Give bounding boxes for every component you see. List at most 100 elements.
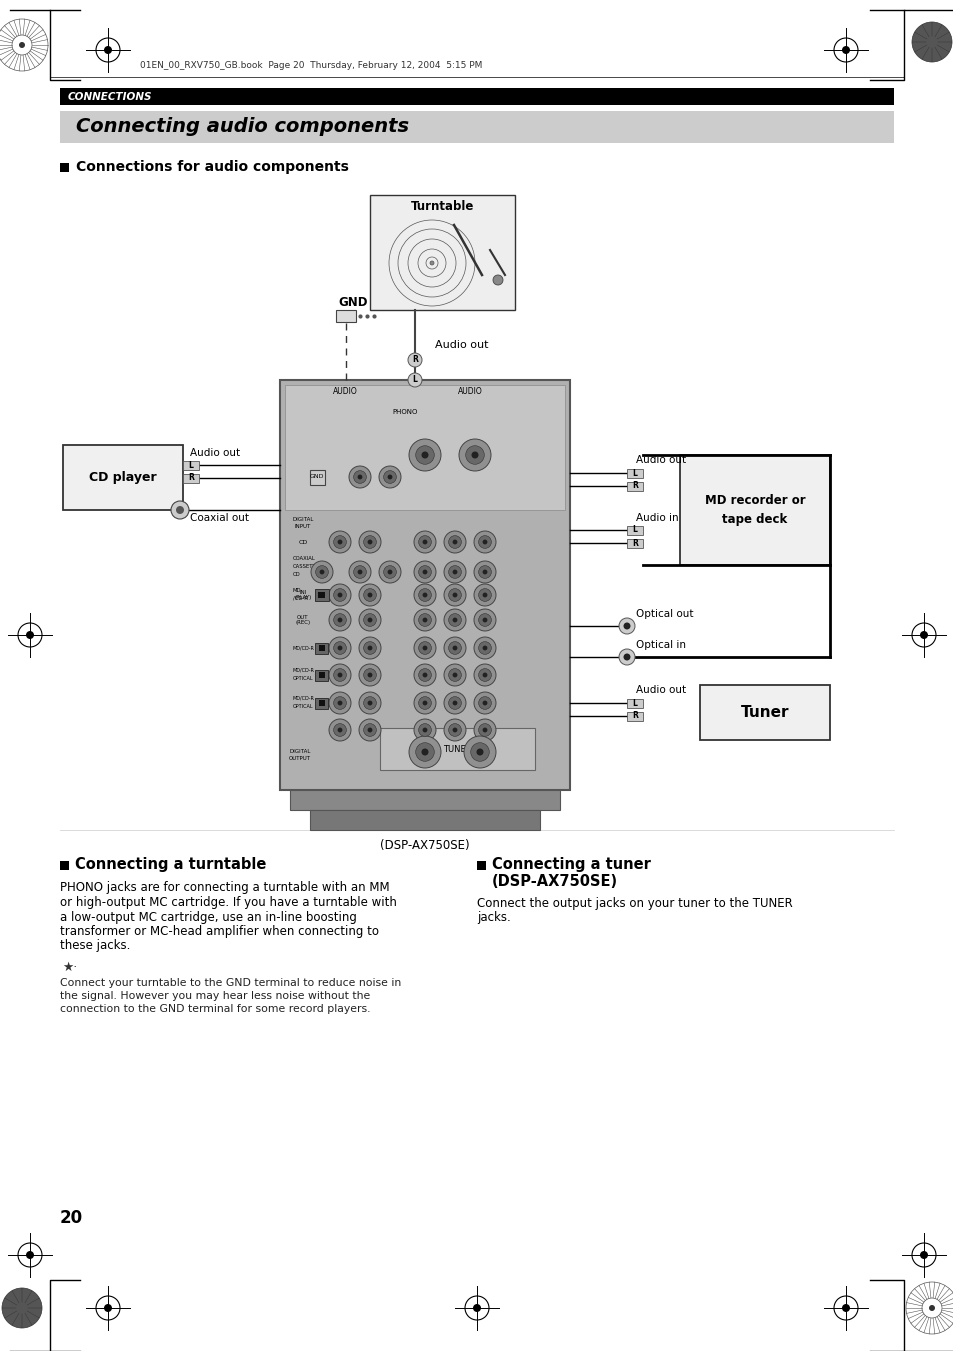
Bar <box>60 88 893 105</box>
Text: Audio out: Audio out <box>190 449 240 458</box>
Bar <box>379 728 535 770</box>
Text: COAXIAL: COAXIAL <box>293 555 315 561</box>
Circle shape <box>422 539 427 544</box>
Circle shape <box>928 1305 934 1310</box>
Text: CONNECTIONS: CONNECTIONS <box>68 92 152 101</box>
Circle shape <box>474 638 496 659</box>
Circle shape <box>334 724 346 736</box>
Circle shape <box>337 673 342 677</box>
Bar <box>476 861 485 870</box>
Text: Optical out: Optical out <box>636 609 693 619</box>
Circle shape <box>448 642 461 654</box>
Bar <box>626 698 642 708</box>
Circle shape <box>482 539 487 544</box>
Bar <box>626 469 642 477</box>
Circle shape <box>414 609 436 631</box>
Circle shape <box>408 373 421 386</box>
Circle shape <box>473 1304 480 1312</box>
Circle shape <box>337 728 342 732</box>
Circle shape <box>470 743 489 761</box>
Circle shape <box>418 669 431 681</box>
Circle shape <box>474 584 496 607</box>
Circle shape <box>358 663 380 686</box>
Circle shape <box>354 470 366 484</box>
Circle shape <box>422 593 427 597</box>
Circle shape <box>452 539 456 544</box>
Text: Connections for audio components: Connections for audio components <box>76 159 349 174</box>
Text: MD/CD-R: MD/CD-R <box>293 696 314 701</box>
Bar <box>310 811 539 830</box>
Circle shape <box>919 631 927 639</box>
Circle shape <box>329 609 351 631</box>
Circle shape <box>354 566 366 578</box>
Circle shape <box>471 451 478 458</box>
Text: MD recorder or
tape deck: MD recorder or tape deck <box>704 494 804 526</box>
Circle shape <box>474 719 496 740</box>
Circle shape <box>363 613 376 627</box>
Circle shape <box>334 535 346 549</box>
Text: (DSP-AX750SE): (DSP-AX750SE) <box>380 839 469 851</box>
Bar <box>700 685 829 740</box>
Circle shape <box>329 584 351 607</box>
Circle shape <box>841 1304 849 1312</box>
Text: OUT
(REC): OUT (REC) <box>295 615 311 626</box>
Circle shape <box>623 654 630 661</box>
Circle shape <box>315 566 328 578</box>
Circle shape <box>452 593 456 597</box>
Circle shape <box>358 719 380 740</box>
Circle shape <box>383 566 395 578</box>
Circle shape <box>463 736 496 767</box>
Circle shape <box>319 570 324 574</box>
Bar <box>60 861 69 870</box>
Circle shape <box>337 701 342 705</box>
Bar <box>60 163 69 172</box>
Circle shape <box>334 613 346 627</box>
Text: L: L <box>412 376 417 385</box>
Bar <box>318 592 325 598</box>
Text: these jacks.: these jacks. <box>60 939 131 952</box>
Circle shape <box>104 1304 112 1312</box>
Circle shape <box>421 451 428 458</box>
Text: Optical in: Optical in <box>636 640 685 650</box>
Circle shape <box>358 531 380 553</box>
Circle shape <box>452 673 456 677</box>
Text: the signal. However you may hear less noise without the: the signal. However you may hear less no… <box>60 992 370 1001</box>
Circle shape <box>448 535 461 549</box>
Circle shape <box>841 46 849 54</box>
Circle shape <box>349 561 371 584</box>
Bar <box>310 470 325 485</box>
Circle shape <box>378 466 400 488</box>
Text: Audio in: Audio in <box>636 513 678 523</box>
Circle shape <box>334 589 346 601</box>
Circle shape <box>422 570 427 574</box>
Circle shape <box>414 638 436 659</box>
Text: Connect your turntable to the GND terminal to reduce noise in: Connect your turntable to the GND termin… <box>60 978 401 988</box>
Bar <box>183 473 199 482</box>
Circle shape <box>482 728 487 732</box>
Text: transformer or MC-head amplifier when connecting to: transformer or MC-head amplifier when co… <box>60 925 378 938</box>
Circle shape <box>618 617 635 634</box>
Circle shape <box>418 697 431 709</box>
Circle shape <box>367 701 372 705</box>
Circle shape <box>363 535 376 549</box>
Text: Connect the output jacks on your tuner to the TUNER: Connect the output jacks on your tuner t… <box>476 897 792 909</box>
Bar <box>315 670 328 681</box>
Text: R: R <box>632 481 638 490</box>
Circle shape <box>474 561 496 584</box>
Circle shape <box>349 466 371 488</box>
Circle shape <box>422 646 427 650</box>
Circle shape <box>357 570 362 574</box>
Text: L: L <box>189 461 193 470</box>
Circle shape <box>19 42 25 49</box>
Circle shape <box>311 561 333 584</box>
Circle shape <box>414 584 436 607</box>
Bar <box>626 481 642 490</box>
Circle shape <box>387 570 392 574</box>
Circle shape <box>329 692 351 713</box>
Circle shape <box>414 663 436 686</box>
Text: connection to the GND terminal for some record players.: connection to the GND terminal for some … <box>60 1004 370 1015</box>
Text: CD: CD <box>298 539 307 544</box>
Circle shape <box>422 701 427 705</box>
Circle shape <box>452 617 456 623</box>
Circle shape <box>452 570 456 574</box>
